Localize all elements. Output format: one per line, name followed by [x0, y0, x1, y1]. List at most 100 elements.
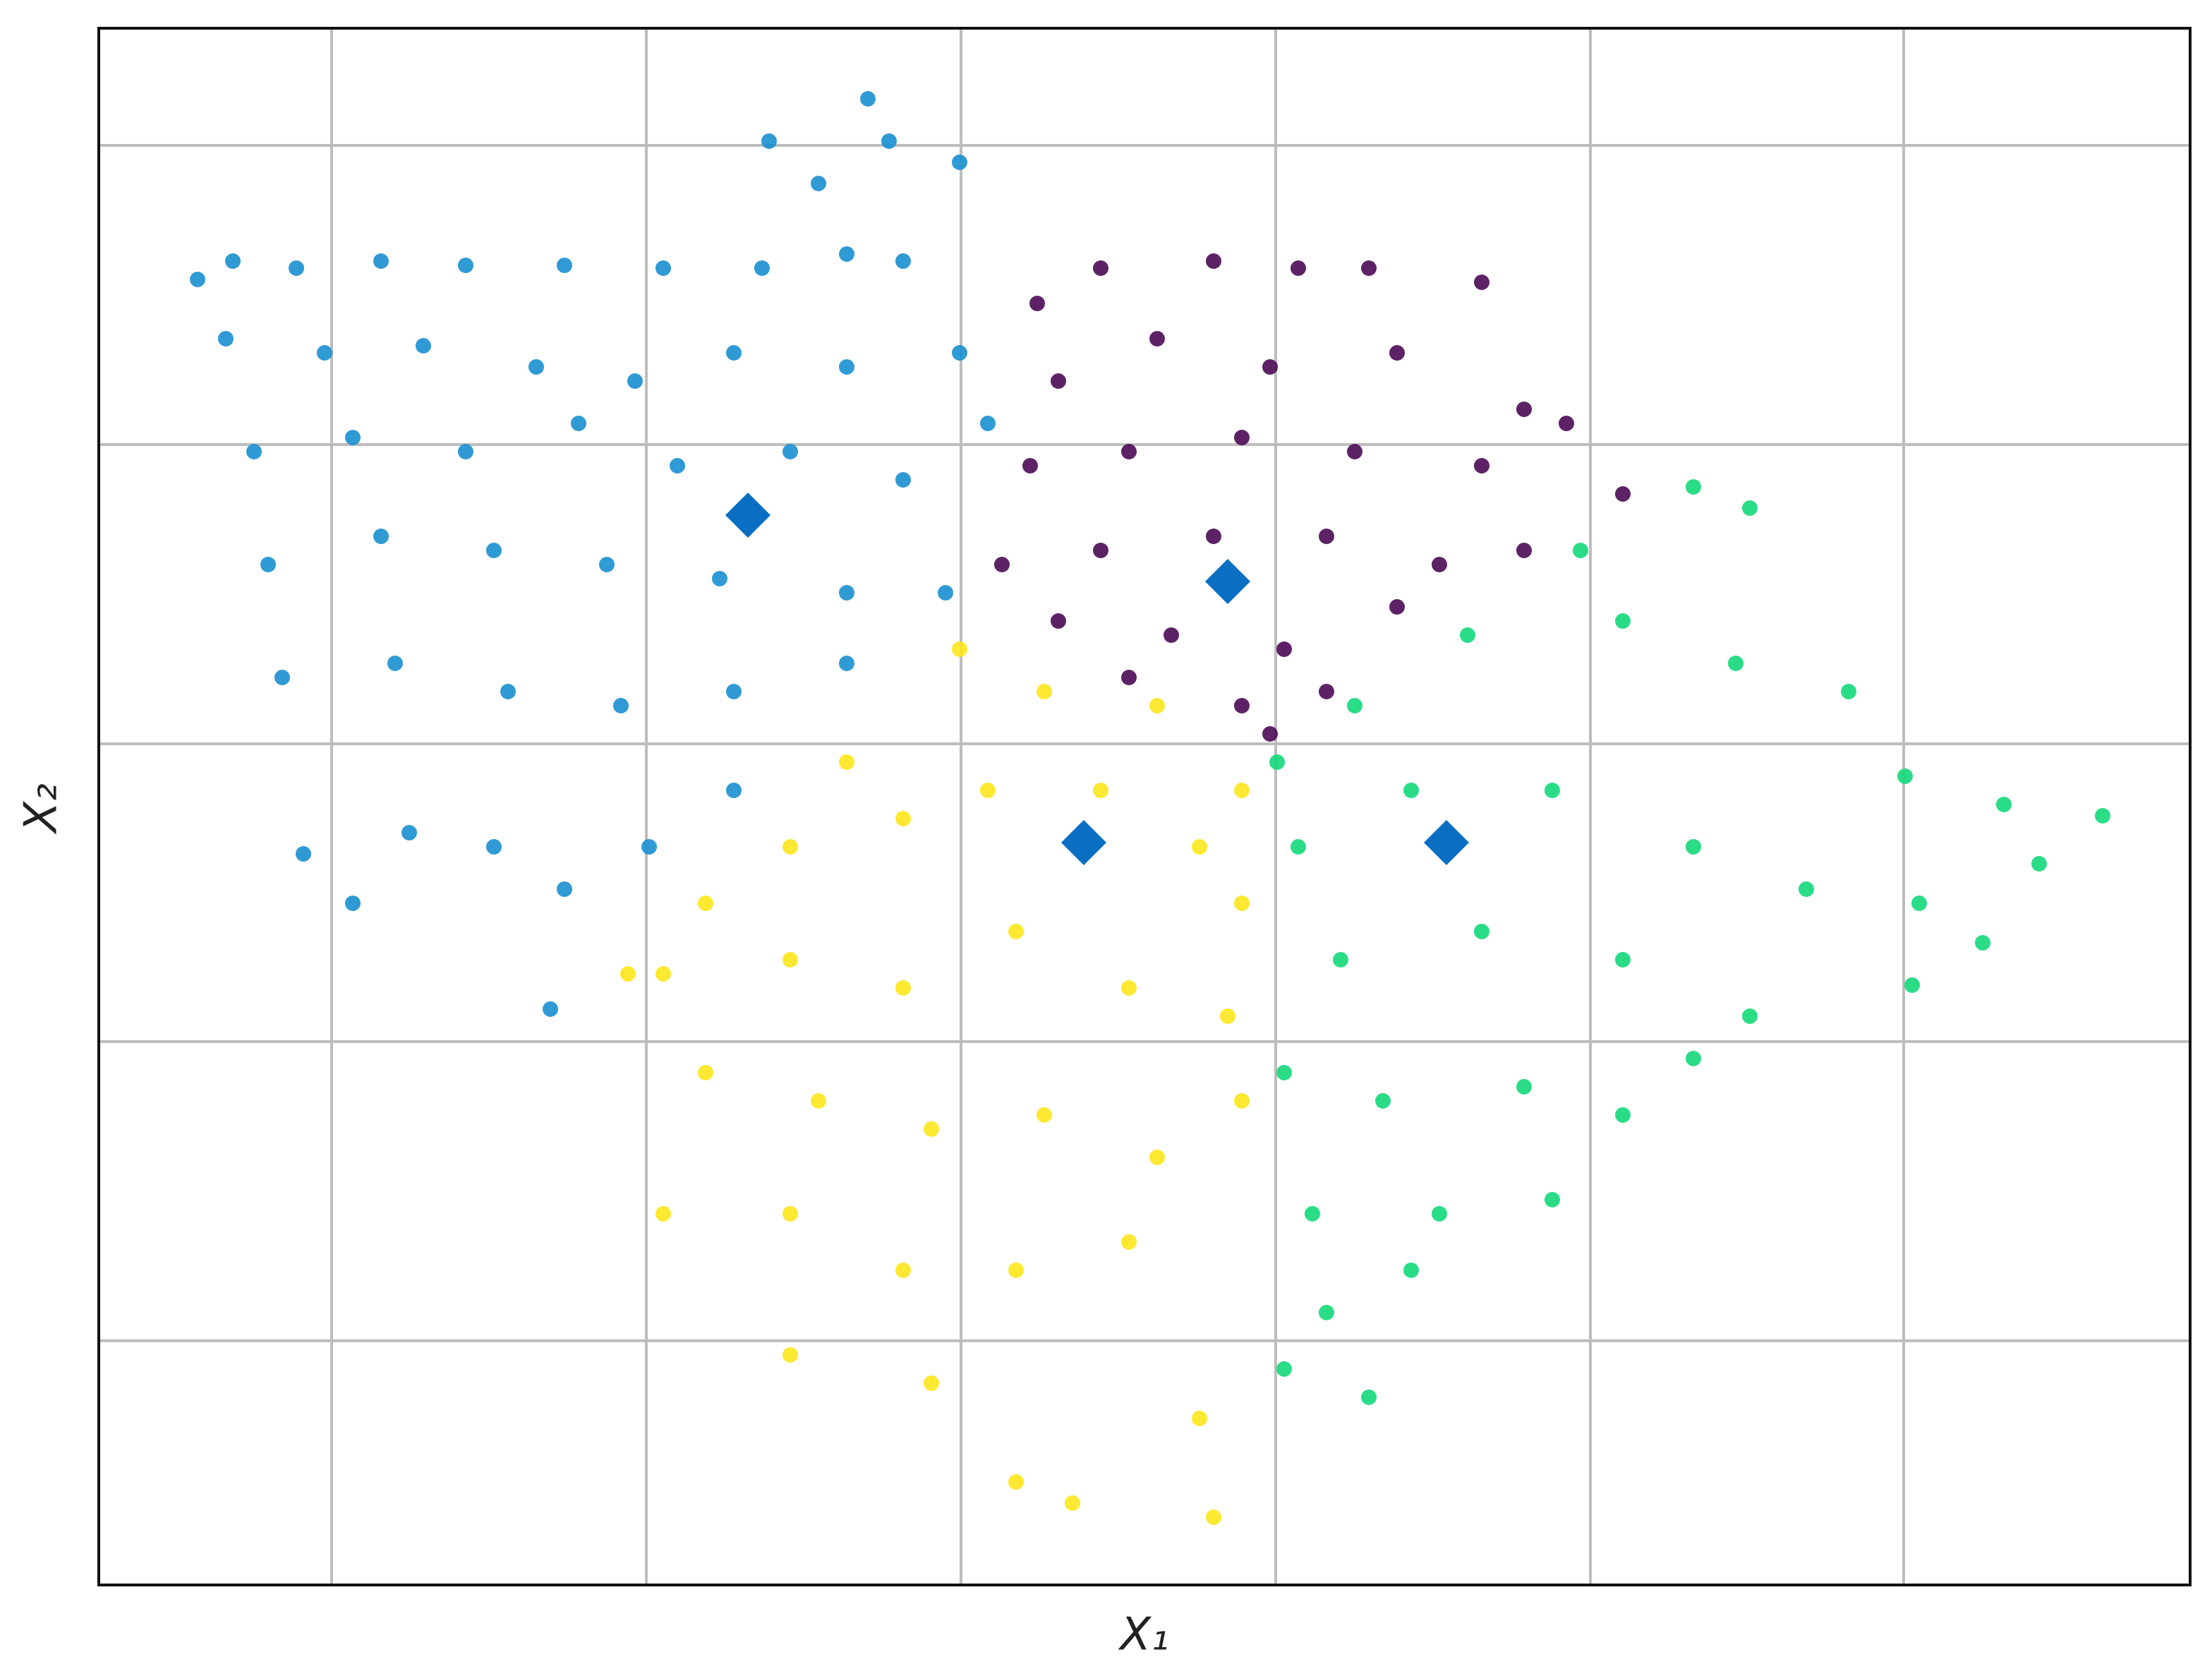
point [317, 345, 332, 361]
point [1403, 783, 1419, 798]
point [1093, 783, 1108, 798]
point [655, 1206, 671, 1222]
point [225, 253, 241, 269]
point [1389, 599, 1405, 615]
plot-frame [97, 27, 2192, 1586]
point [895, 1262, 911, 1278]
point [1262, 359, 1278, 375]
point [1149, 698, 1165, 713]
point [296, 846, 311, 862]
point [1742, 1008, 1758, 1024]
point [1615, 486, 1631, 502]
point [754, 260, 770, 276]
point [881, 133, 897, 149]
point [2095, 808, 2110, 824]
point [782, 952, 798, 967]
point [895, 253, 911, 269]
point [345, 896, 361, 911]
point [1841, 684, 1856, 699]
point [1037, 1107, 1052, 1123]
point [500, 684, 516, 699]
point [1474, 458, 1489, 474]
point [1234, 430, 1250, 445]
point [1361, 260, 1377, 276]
point [1686, 839, 1701, 855]
point [401, 825, 417, 840]
point [486, 543, 502, 558]
point [782, 839, 798, 855]
point [782, 1347, 798, 1363]
point [289, 260, 304, 276]
point [726, 783, 742, 798]
point [486, 839, 502, 855]
point [1375, 1093, 1391, 1109]
point [246, 444, 262, 459]
point [1686, 1051, 1701, 1066]
point [557, 258, 572, 273]
centroid [1424, 820, 1469, 865]
point [387, 656, 403, 671]
x-axis-label: X₁ [1118, 1609, 1169, 1661]
point [1029, 296, 1045, 311]
point [1432, 557, 1447, 572]
point [1897, 768, 1913, 784]
point [782, 1206, 798, 1222]
point [698, 896, 713, 911]
point [670, 458, 685, 474]
point [811, 176, 826, 191]
point [1276, 1065, 1292, 1080]
point [373, 253, 389, 269]
point [1742, 500, 1758, 516]
point [1389, 345, 1405, 361]
point [1121, 980, 1137, 996]
point [924, 1121, 939, 1137]
point [1121, 1234, 1137, 1250]
point [1206, 529, 1221, 544]
point [698, 1065, 713, 1080]
point [1615, 1107, 1631, 1123]
point [1065, 1495, 1080, 1511]
point [1192, 1411, 1207, 1426]
point [1206, 253, 1221, 269]
point [895, 472, 911, 488]
point [980, 783, 996, 798]
point [761, 133, 777, 149]
point [1269, 754, 1285, 770]
point [1319, 529, 1334, 544]
point [1291, 839, 1306, 855]
point [924, 1375, 939, 1391]
point [938, 585, 953, 601]
point [1403, 1262, 1419, 1278]
point [655, 260, 671, 276]
point [1904, 977, 1920, 993]
point [1474, 924, 1489, 939]
point [373, 529, 389, 544]
point [1037, 684, 1052, 699]
point [2031, 856, 2047, 872]
point [1996, 797, 2012, 812]
point [952, 345, 967, 361]
point [1516, 1079, 1532, 1095]
point [613, 698, 629, 713]
point [1460, 627, 1475, 643]
point [1008, 1474, 1024, 1490]
point [839, 585, 854, 601]
point [1545, 1192, 1560, 1207]
point [1516, 402, 1532, 417]
point [1615, 613, 1631, 629]
point [1220, 1008, 1235, 1024]
point [1149, 331, 1165, 346]
point [1333, 952, 1348, 967]
point [1291, 260, 1306, 276]
point [1305, 1206, 1320, 1222]
point [839, 656, 854, 671]
point [1164, 627, 1179, 643]
point [345, 430, 361, 445]
point [557, 881, 572, 897]
point [1975, 935, 1990, 951]
point [655, 966, 671, 982]
point [190, 272, 205, 287]
point [543, 1001, 558, 1017]
point [1121, 670, 1137, 685]
point [1051, 613, 1066, 629]
